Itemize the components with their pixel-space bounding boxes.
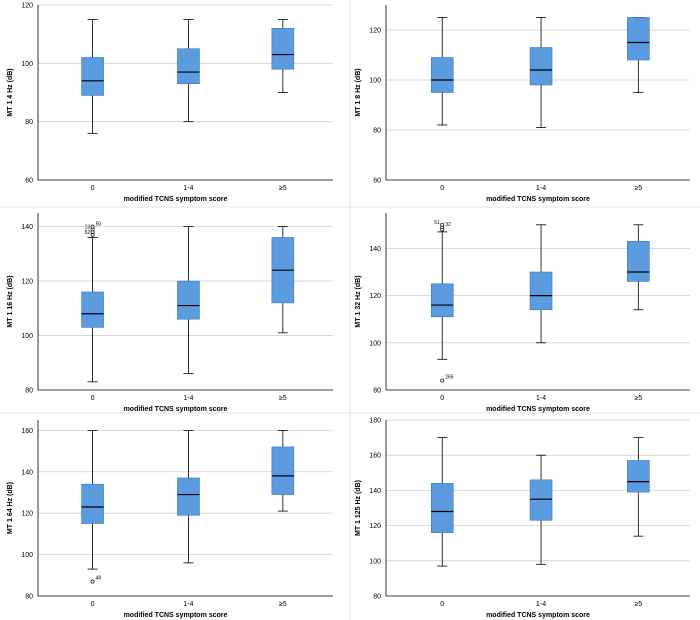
y-axis-title: MT 1 125 Hz (dB) bbox=[355, 480, 362, 536]
x-axis-title: modified TCNS symptom score bbox=[486, 196, 590, 203]
box-iqr bbox=[81, 483, 104, 524]
x-axis-title: modified TCNS symptom score bbox=[124, 612, 228, 619]
box-iqr bbox=[529, 47, 553, 86]
y-tick-label: 160 bbox=[369, 453, 381, 460]
outlier-label: 32 bbox=[445, 222, 451, 228]
y-axis-title: MT 1 4 Hz (dB) bbox=[7, 68, 14, 116]
box-iqr bbox=[177, 280, 200, 320]
x-axis-title: modified TCNS symptom score bbox=[486, 406, 590, 413]
outlier-label: 52 bbox=[85, 230, 91, 236]
outlier-point bbox=[90, 224, 95, 229]
y-tick-label: 100 bbox=[369, 78, 381, 85]
outlier-label: 48 bbox=[96, 576, 102, 582]
box-iqr bbox=[271, 446, 295, 495]
box-iqr bbox=[627, 17, 650, 61]
x-tick-label: 0 bbox=[91, 395, 95, 402]
y-axis-title: MT 1 32 Hz (dB) bbox=[355, 275, 362, 327]
x-tick-label: ≥5 bbox=[634, 601, 642, 608]
chart-panel: 80 100 120 140 MT 1 32 Hz (dB) modified TCNS … bbox=[355, 213, 690, 413]
y-tick-label: 120 bbox=[21, 279, 33, 286]
x-tick-label: 0 bbox=[91, 185, 95, 192]
y-tick-label: 80 bbox=[25, 388, 33, 395]
y-tick-label: 100 bbox=[369, 558, 381, 565]
outlier-label: 50 bbox=[96, 222, 102, 228]
box-iqr bbox=[177, 477, 200, 516]
box-iqr bbox=[271, 28, 295, 70]
chart-panel: 60 80 100 120 MT 1 4 Hz (dB) modified TCNS sy… bbox=[7, 3, 333, 203]
y-tick-label: 140 bbox=[21, 469, 33, 476]
x-axis-title: modified TCNS symptom score bbox=[124, 406, 228, 413]
chart-panel: 80 100 120 140 MT 1 16 Hz (dB) modified TCNS … bbox=[7, 213, 333, 413]
x-tick-label: ≥5 bbox=[634, 395, 642, 402]
y-tick-label: 140 bbox=[21, 224, 33, 231]
x-tick-label: 1-4 bbox=[183, 395, 193, 402]
y-tick-label: 100 bbox=[21, 61, 33, 68]
x-tick-label: ≥5 bbox=[279, 601, 287, 608]
chart-panel: 80 100 120 140 160 180 MT 1 125 Hz (dB) modifie… bbox=[355, 418, 690, 619]
outlier-label: 51 bbox=[434, 220, 440, 226]
y-tick-label: 80 bbox=[373, 594, 381, 601]
box-iqr bbox=[177, 48, 200, 85]
x-tick-label: 0 bbox=[440, 395, 444, 402]
y-axis-title: MT 1 8 Hz (dB) bbox=[355, 68, 362, 116]
chart-panel: 80 100 120 140 160 MT 1 64 Hz (dB) modified TC… bbox=[7, 420, 333, 619]
box-iqr bbox=[430, 483, 454, 533]
x-tick-label: 0 bbox=[440, 601, 444, 608]
y-tick-label: 120 bbox=[369, 293, 381, 300]
y-tick-label: 120 bbox=[369, 523, 381, 530]
x-tick-label: 1-4 bbox=[536, 185, 546, 192]
x-tick-label: ≥5 bbox=[279, 395, 287, 402]
y-tick-label: 100 bbox=[21, 333, 33, 340]
y-tick-label: 140 bbox=[369, 246, 381, 253]
y-tick-label: 100 bbox=[21, 552, 33, 559]
x-tick-label: ≥5 bbox=[279, 185, 287, 192]
y-tick-label: 80 bbox=[25, 119, 33, 126]
y-tick-label: 80 bbox=[25, 594, 33, 601]
x-tick-label: 0 bbox=[440, 185, 444, 192]
y-tick-label: 120 bbox=[21, 511, 33, 518]
box-iqr bbox=[529, 271, 553, 311]
y-tick-label: 160 bbox=[21, 428, 33, 435]
x-tick-label: 1-4 bbox=[183, 601, 193, 608]
chart-panel: 60 80 100 120 MT 1 8 Hz (dB) modified TCNS sy… bbox=[355, 5, 690, 203]
box-iqr bbox=[529, 479, 553, 521]
y-tick-label: 60 bbox=[25, 178, 33, 185]
box-iqr bbox=[627, 241, 650, 282]
x-tick-label: 0 bbox=[91, 601, 95, 608]
x-tick-label: 1-4 bbox=[536, 395, 546, 402]
y-axis-title: MT 1 64 Hz (dB) bbox=[7, 482, 14, 534]
x-axis-title: modified TCNS symptom score bbox=[486, 612, 590, 619]
y-tick-label: 80 bbox=[373, 128, 381, 135]
y-tick-label: 180 bbox=[369, 418, 381, 425]
y-tick-label: 140 bbox=[369, 488, 381, 495]
outlier-label: 265 bbox=[445, 375, 454, 381]
y-axis-title: MT 1 16 Hz (dB) bbox=[7, 275, 14, 327]
outlier-point bbox=[440, 222, 445, 227]
box-iqr bbox=[430, 283, 454, 318]
x-tick-label: 1-4 bbox=[183, 185, 193, 192]
outlier-label: 13 bbox=[85, 224, 91, 230]
x-tick-label: 1-4 bbox=[536, 601, 546, 608]
y-tick-label: 120 bbox=[21, 3, 33, 10]
outlier-point bbox=[90, 579, 95, 584]
box-iqr bbox=[81, 291, 104, 328]
box-iqr bbox=[430, 57, 454, 93]
y-tick-label: 60 bbox=[373, 178, 381, 185]
y-tick-label: 120 bbox=[369, 28, 381, 35]
x-axis-title: modified TCNS symptom score bbox=[124, 196, 228, 203]
y-tick-label: 100 bbox=[369, 340, 381, 347]
box-iqr bbox=[627, 460, 650, 493]
box-iqr bbox=[81, 57, 104, 96]
y-tick-label: 80 bbox=[373, 388, 381, 395]
x-tick-label: ≥5 bbox=[634, 185, 642, 192]
outlier-point bbox=[440, 378, 445, 383]
